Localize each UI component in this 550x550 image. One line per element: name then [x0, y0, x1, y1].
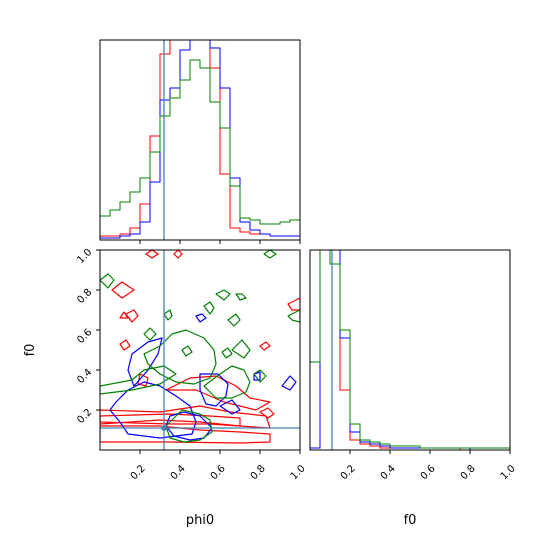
contour-green — [163, 309, 173, 321]
phi0-f0-contour-panel: 0.2 0.4 0.6 0.8 1.0 0.2 0.4 0.6 0.8 1.0 — [75, 247, 307, 482]
contour-blue — [219, 399, 241, 415]
phi0-histogram-blue — [100, 40, 300, 240]
contour-red — [145, 250, 159, 259]
contour-green — [100, 365, 177, 395]
contour-green — [253, 369, 267, 383]
contour-green — [165, 409, 213, 443]
histogram-f0-frame — [309, 249, 511, 451]
contour-green — [143, 329, 217, 385]
histogram-phi0-frame — [99, 39, 301, 241]
contour-blue — [199, 373, 229, 407]
f0-x-tick-label: 0.6 — [419, 463, 438, 482]
f0-y-tick-label: 0.8 — [75, 287, 94, 306]
histogram-f0-panel: 0.2 0.4 0.6 0.8 1.0 — [309, 249, 518, 482]
contour-green — [263, 250, 277, 259]
contour-red — [119, 339, 131, 351]
contour-blue — [109, 381, 197, 439]
contour-blue — [127, 337, 163, 387]
contour-red — [100, 425, 271, 444]
contour-red — [100, 405, 271, 429]
f0-x-tick-label: 0.8 — [459, 463, 478, 482]
f0-histogram-red — [310, 250, 510, 450]
contour-green — [227, 313, 241, 327]
phi0-x-tick-label: 1.0 — [289, 463, 308, 482]
histogram-phi0-panel — [99, 39, 301, 244]
contour-red — [100, 413, 241, 427]
contour-green — [235, 293, 247, 301]
x-axis-label-phi0: phi0 — [186, 513, 214, 528]
f0-x-tick-label: 0.2 — [339, 463, 358, 482]
f0-y-tick-label: 1.0 — [75, 247, 94, 266]
phi0-x-tick-label: 0.4 — [169, 463, 188, 482]
f0-y-tick-label: 0.2 — [75, 407, 94, 426]
contour-blue — [195, 313, 207, 323]
contour-blue — [281, 375, 297, 391]
contour-panel-frame — [99, 249, 301, 451]
contour-red — [287, 297, 300, 311]
contour-green — [287, 309, 300, 323]
contour-red — [173, 250, 183, 259]
contour-green — [221, 347, 233, 359]
contour-red — [125, 309, 139, 323]
phi0-x-tick-label: 0.2 — [129, 463, 148, 482]
x-axis-label-f0: f0 — [404, 513, 417, 528]
y-axis-label-f0: f0 — [23, 344, 38, 357]
contour-red — [259, 341, 271, 351]
contour-red — [111, 281, 135, 299]
contour-green — [215, 289, 231, 301]
contour-red — [165, 375, 271, 411]
contour-red — [119, 311, 129, 319]
f0-y-tick-label: 0.4 — [75, 367, 94, 386]
contour-green — [181, 345, 193, 357]
f0-y-tick-label: 0.6 — [75, 327, 94, 346]
contour-green — [203, 301, 215, 315]
phi0-x-tick-label: 0.8 — [249, 463, 268, 482]
phi0-histogram-green — [100, 59, 300, 240]
contour-red — [259, 407, 275, 419]
contour-green — [100, 273, 115, 289]
f0-x-tick-label: 0.4 — [379, 463, 398, 482]
truth-marker — [161, 425, 167, 431]
contour-blue — [253, 371, 261, 381]
phi0-histogram-red — [100, 40, 300, 240]
f0-x-tick-label: 1.0 — [499, 463, 518, 482]
contour-green — [203, 365, 251, 399]
phi0-x-tick-label: 0.6 — [209, 463, 228, 482]
contour-green — [231, 339, 251, 359]
contour-green — [143, 327, 157, 341]
